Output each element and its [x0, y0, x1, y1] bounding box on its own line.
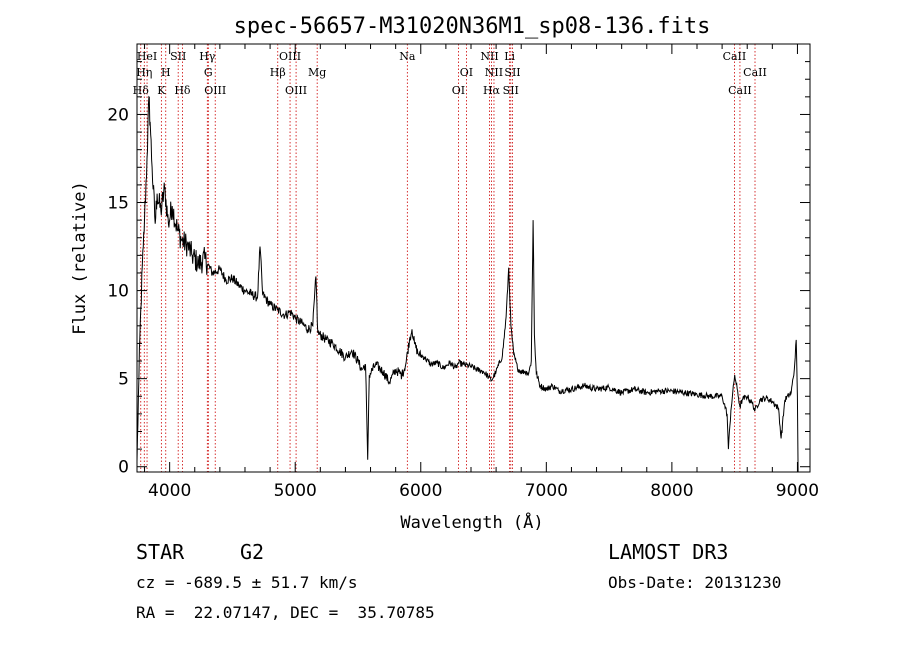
- emission-line-label-22: Li: [504, 50, 515, 63]
- emission-line-label-12: OIII: [285, 84, 307, 97]
- emission-line-label-7: Hγ: [199, 50, 216, 63]
- emission-line-label-11: OIII: [279, 50, 301, 63]
- emission-line-labels: HδHηHeIKHSIIHδHγGOIIIHβOIIIOIIIMgNaOIOIN…: [133, 50, 767, 97]
- emission-line-label-16: OI: [460, 66, 473, 79]
- x-axis-ticks: 4000 5000 6000 7000 8000 9000: [144, 44, 819, 501]
- emission-line-label-25: CaII: [743, 66, 767, 79]
- emission-line-label-1: Hη: [136, 66, 152, 79]
- x-tick-label-4000: 4000: [148, 481, 191, 501]
- emission-line-label-4: H: [161, 66, 171, 79]
- x-tick-label-8000: 8000: [650, 481, 693, 501]
- emission-line-label-8: G: [204, 66, 213, 79]
- y-axis-label: Flux (relative): [70, 181, 90, 335]
- emission-line-label-6: Hδ: [174, 84, 191, 97]
- emission-line-markers: [140, 44, 756, 472]
- emission-line-label-21: SII: [504, 66, 520, 79]
- y-tick-label-5: 5: [118, 370, 129, 390]
- sky-coordinates: RA = 22.07147, DEC = 35.70785: [136, 603, 435, 622]
- y-tick-label-15: 15: [107, 194, 129, 214]
- emission-line-label-5: SII: [170, 50, 186, 63]
- y-tick-label-20: 20: [107, 105, 129, 125]
- emission-line-label-24: CaII: [728, 84, 752, 97]
- emission-line-label-13: Mg: [308, 66, 326, 79]
- x-tick-label-7000: 7000: [525, 481, 568, 501]
- emission-line-label-15: OI: [452, 84, 465, 97]
- plot-frame: [136, 43, 811, 473]
- emission-line-label-20: SII: [503, 84, 519, 97]
- y-axis-ticks: 0 5 10 15 20: [107, 61, 810, 478]
- survey-name: LAMOST DR3: [608, 540, 729, 564]
- emission-line-label-10: Hβ: [270, 66, 286, 79]
- object-type: STAR: [136, 540, 185, 564]
- emission-line-label-23: CaII: [723, 50, 747, 63]
- emission-line-label-18: NII: [485, 66, 503, 79]
- spectral-subclass: G2: [240, 540, 265, 564]
- emission-line-label-9: OIII: [204, 84, 226, 97]
- emission-line-label-14: Na: [399, 50, 416, 63]
- redshift-velocity: cz = -689.5 ± 51.7 km/s: [136, 573, 358, 592]
- emission-line-label-3: K: [157, 84, 166, 97]
- x-tick-label-6000: 6000: [399, 481, 442, 501]
- y-tick-label-10: 10: [107, 282, 129, 302]
- emission-line-label-2: HeI: [137, 50, 157, 63]
- x-tick-label-5000: 5000: [274, 481, 317, 501]
- emission-line-label-0: Hδ: [133, 84, 150, 97]
- x-tick-label-9000: 9000: [776, 481, 819, 501]
- chart-title: spec-56657-M31020N36M1_sp08-136.fits: [234, 14, 711, 39]
- observation-date: Obs-Date: 20131230: [608, 573, 782, 592]
- x-axis-label: Wavelength (Å): [400, 511, 543, 533]
- emission-line-label-19: Hα: [483, 84, 501, 97]
- emission-line-label-17: NII: [480, 50, 498, 63]
- y-tick-label-0: 0: [118, 458, 129, 478]
- spectrum-series-line: [136, 95, 799, 473]
